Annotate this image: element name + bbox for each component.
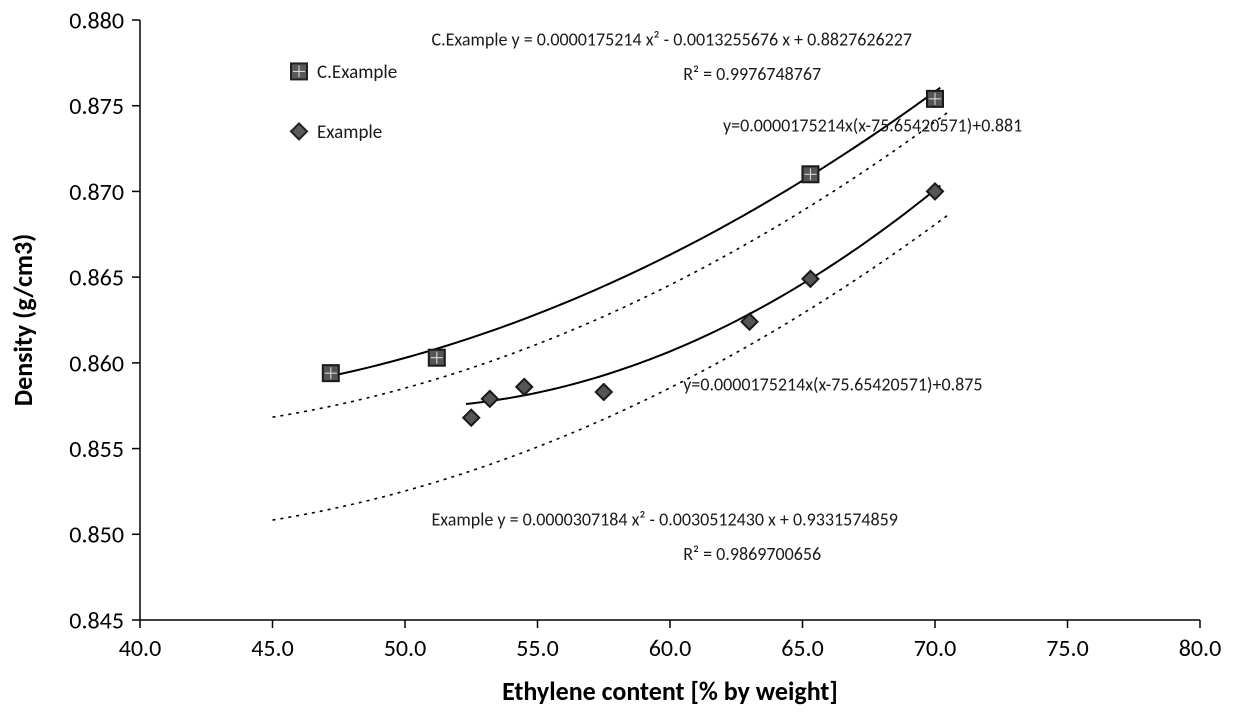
- x-axis-title: Ethylene content [% by weight]: [502, 675, 838, 707]
- x-tick-label: 65.0: [781, 634, 824, 663]
- y-tick-label: 0.880: [69, 6, 124, 35]
- legend-label: C.Example: [317, 61, 397, 84]
- annotation-text: y=0.0000175214x(x-75.65420571)+0.881: [723, 114, 1022, 136]
- chart-root: 40.0 45.0 50.0 55.0 60.0 65.0 70.0 75.0 80.0 Ethy…: [0, 0, 1240, 718]
- x-tick-label: 70.0: [914, 634, 957, 663]
- x-tick-label: 50.0: [384, 634, 427, 663]
- y-tick-label: 0.860: [69, 349, 124, 378]
- chart-svg: 40.0 45.0 50.0 55.0 60.0 65.0 70.0 75.0 80.0 Ethy…: [0, 0, 1240, 718]
- chart-background: [0, 0, 1240, 718]
- x-tick-label: 55.0: [516, 634, 559, 663]
- y-tick-label: 0.870: [69, 178, 124, 207]
- y-tick-label: 0.845: [69, 606, 124, 635]
- x-tick-label: 60.0: [649, 634, 692, 663]
- y-tick-label: 0.850: [69, 521, 124, 550]
- x-tick-label: 40.0: [119, 634, 162, 663]
- annotation-text: Example y = 0.0000307184 x² - 0.00305124…: [432, 509, 898, 531]
- x-tick-label: 45.0: [251, 634, 294, 663]
- annotation-text: y=0.0000175214x(x-75.65420571)+0.875: [683, 373, 982, 395]
- annotation-text: R² = 0.9869700656: [683, 543, 821, 565]
- y-tick-label: 0.855: [69, 435, 124, 464]
- x-tick-label: 80.0: [1179, 634, 1222, 663]
- annotation-text: C.Example y = 0.0000175214 x² - 0.001325…: [432, 29, 913, 51]
- annotation-text: R² = 0.9976748767: [683, 63, 821, 85]
- y-tick-label: 0.875: [69, 92, 124, 121]
- y-tick-label: 0.865: [69, 264, 124, 293]
- x-tick-label: 75.0: [1046, 634, 1089, 663]
- legend-label: Example: [317, 121, 382, 144]
- y-axis-title: Density (g/cm3): [7, 234, 39, 407]
